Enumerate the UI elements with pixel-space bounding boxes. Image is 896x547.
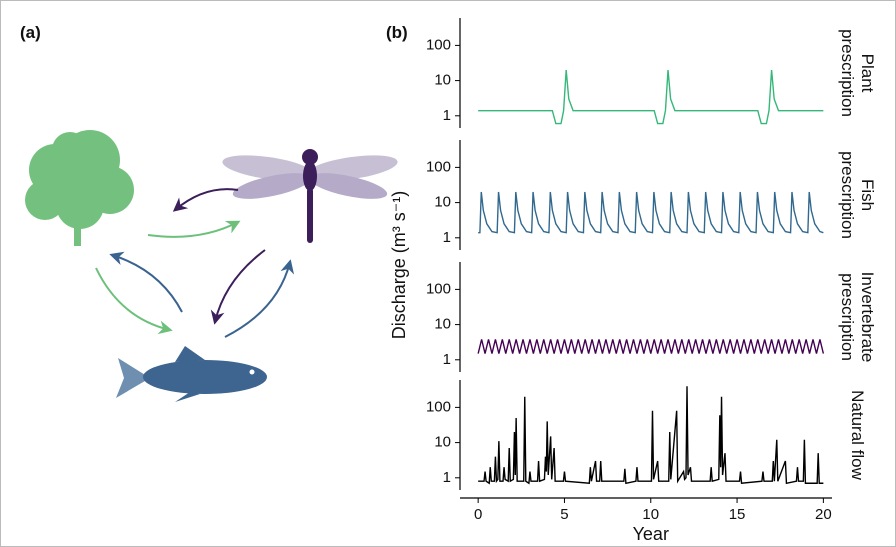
facet-label: Fish [858,179,877,211]
y-axis-title: Discharge (m³ s⁻¹) [389,191,409,340]
facet-label: Plant [858,54,877,93]
x-tick-label: 15 [729,506,746,523]
x-axis-title: Year [633,524,669,544]
y-tick-label: 1 [443,469,451,486]
fish-icon [116,346,267,402]
interaction-arrows [95,188,295,338]
y-tick-label: 100 [426,280,451,297]
facet-label: prescription [838,29,857,117]
tree-icon [25,130,134,246]
y-tick-label: 10 [434,72,451,89]
x-tick-label: 5 [560,506,568,523]
x-tick-label: 10 [642,506,659,523]
x-tick-label: 0 [474,506,482,523]
facet-label: prescription [838,273,857,361]
facet-label: Invertebrate [858,272,877,363]
x-tick-label: 20 [815,506,832,523]
y-tick-label: 1 [443,107,451,124]
data-line [478,69,824,125]
facet-label: prescription [838,151,857,239]
facet-label: Natural flow [848,390,867,480]
y-tick-label: 1 [443,229,451,246]
panel-label: (a) [20,23,41,42]
y-tick-label: 1 [443,351,451,368]
panel-label: (b) [386,23,408,42]
y-tick-label: 10 [434,316,451,333]
data-line [478,386,824,485]
data-line [478,191,824,234]
dragonfly-icon [222,149,398,243]
y-tick-label: 10 [434,434,451,451]
y-tick-label: 10 [434,194,451,211]
y-tick-label: 100 [426,158,451,175]
y-tick-label: 100 [426,36,451,53]
data-line [477,339,825,354]
y-tick-label: 100 [426,398,451,415]
